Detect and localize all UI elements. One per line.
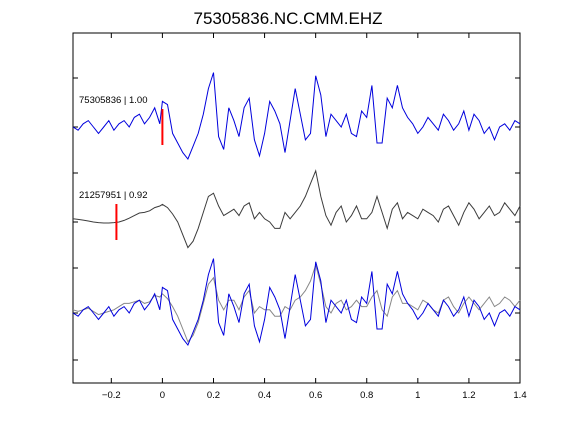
trace-line — [72, 169, 521, 249]
x-tick-label: 1.4 — [513, 390, 526, 401]
x-axis: −0.2 0 0.2 0.4 0.6 0.8 1 1.2 1.4 — [102, 33, 527, 401]
x-tick-label: 0.2 — [207, 390, 220, 401]
x-tick-label: 0.6 — [309, 390, 322, 401]
trace-label: 21257951 | 0.92 — [79, 190, 148, 201]
x-tick-label: −0.2 — [102, 390, 121, 401]
x-tick-label: 1 — [415, 390, 420, 401]
trace-label: 75305836 | 1.00 — [79, 95, 148, 106]
overlay-trace-line — [72, 263, 521, 343]
chart-title: 75305836.NC.CMM.EHZ — [194, 9, 383, 28]
plot-frame — [72, 32, 521, 384]
x-tick-label: 0 — [160, 390, 165, 401]
x-tick-label: 0.8 — [360, 390, 373, 401]
y-tick-marks — [73, 77, 520, 361]
traces: 75305836 | 1.00 21257951 | 0.92 — [72, 72, 521, 346]
x-tick-label: 0.4 — [258, 390, 271, 401]
trace-line — [72, 258, 521, 346]
trace-line — [72, 72, 521, 160]
x-tick-label: 1.2 — [462, 390, 475, 401]
